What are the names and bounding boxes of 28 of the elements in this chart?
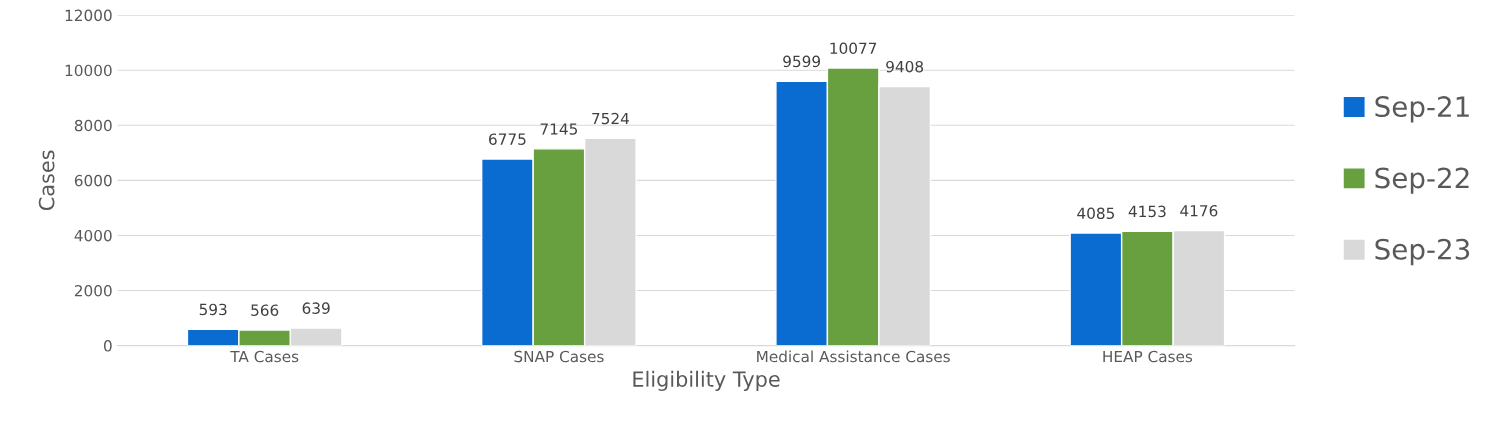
data-label: 7524 [592, 112, 629, 125]
data-label: 566 [251, 304, 279, 316]
legend-label: Sep-22 [1375, 167, 1469, 194]
data-label: 9408 [886, 60, 924, 73]
x-axis-title: Eligibility Type [633, 370, 780, 391]
data-label: 10077 [830, 42, 877, 55]
y-tick-label: 8000 [74, 119, 112, 132]
legend-label: Sep-21 [1375, 96, 1469, 123]
data-label: 4153 [1128, 205, 1166, 218]
data-label: 6775 [489, 133, 526, 145]
y-tick-label: 4000 [74, 229, 112, 242]
data-label: 9599 [783, 55, 821, 68]
data-label: 7145 [540, 123, 578, 135]
y-tick-label: 6000 [74, 174, 112, 187]
data-label: 639 [302, 302, 330, 314]
x-tick-label: TA Cases [230, 350, 299, 363]
data-label: 4176 [1180, 204, 1218, 217]
y-tick-label: 2000 [74, 284, 112, 297]
y-tick-label: 12000 [65, 9, 112, 22]
y-tick-label: 10000 [65, 64, 112, 77]
y-tick-label: 0 [103, 340, 112, 352]
x-tick-label: SNAP Cases [514, 350, 604, 363]
y-axis-title: Cases [38, 150, 55, 211]
data-label: 593 [199, 303, 227, 316]
legend-label: Sep-23 [1375, 238, 1470, 266]
data-label: 4085 [1077, 207, 1115, 220]
x-tick-label: Medical Assistance Cases [757, 350, 950, 363]
x-tick-label: HEAP Cases [1103, 350, 1193, 363]
